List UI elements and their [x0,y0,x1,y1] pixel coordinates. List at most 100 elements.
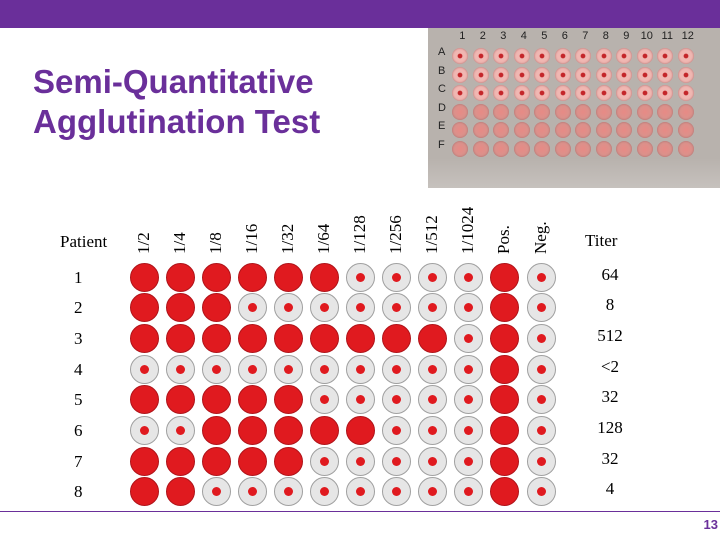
dilution-header-label: 1/64 [314,223,333,254]
plate-column-label: 10 [640,30,653,42]
agglutinated-well [274,263,303,292]
plate-well [575,140,591,157]
plate-well [595,48,612,64]
plate-well [657,103,673,120]
agglutinated-well [310,416,339,445]
plate-well [657,85,673,101]
plate-well [513,48,530,64]
title-line-2: Agglutination Test [33,103,321,140]
agglutinated-well [346,324,375,353]
patient-column-header: Patient [60,232,108,251]
plate-well [616,103,632,120]
agglutinated-well [238,263,267,292]
dilution-header: 1/256 [385,150,407,254]
dilution-header: 1/4 [169,150,191,254]
agglutinated-well [130,293,159,322]
plate-well [513,85,530,101]
plate-column-label: 2 [479,30,486,42]
agglutinated-well [382,324,411,353]
plate-well [616,122,632,138]
plate-well [472,85,489,101]
plate-well [677,140,694,157]
patient-id: 1 [74,268,83,287]
plate-column-label: 3 [500,30,507,42]
titer-value: <2 [600,357,620,376]
patient-id: 6 [74,421,83,440]
title-line-1: Semi-Quantitative [33,63,314,100]
plate-well [595,103,612,120]
button-well [202,477,231,506]
plate-column-label: 7 [582,30,589,42]
agglutinated-well [166,324,195,353]
plate-well [554,122,571,138]
plate-well [534,140,550,157]
agglutinated-well [130,263,159,292]
slide-title: Semi-Quantitative Agglutination Test [33,62,320,142]
dilution-header: Pos. [493,150,515,254]
plate-well [493,103,509,120]
plate-well [595,140,612,157]
button-well [382,477,411,506]
agglutinated-well [490,263,519,292]
plate-well [677,122,694,138]
titer-value: 512 [597,326,623,345]
button-well [238,355,267,384]
plate-well [472,66,489,83]
agglutinated-well [490,385,519,414]
plate-column-label: 6 [561,30,568,42]
plate-well [554,103,571,120]
button-well [130,416,159,445]
dilution-header: 1/8 [205,150,227,254]
agglutinated-well [310,324,339,353]
footer-rule [0,511,720,512]
button-well [418,477,447,506]
dilution-header-label: 1/1024 [458,206,477,254]
agglutinated-well [310,263,339,292]
button-well [166,416,195,445]
plate-well [575,122,591,138]
button-well [346,355,375,384]
button-well [454,293,483,322]
titer-value: 8 [605,295,615,314]
plate-well [636,140,653,157]
titer-value: 4 [605,479,615,498]
button-well [274,355,303,384]
button-well [418,447,447,476]
plate-well [636,66,653,83]
button-well [166,355,195,384]
plate-well [472,140,489,157]
plate-well [534,85,550,101]
button-well [527,447,556,476]
agglutinated-well [238,324,267,353]
titer-value: 32 [601,449,619,468]
agglutinated-well [130,447,159,476]
agglutinated-well [490,355,519,384]
plate-column-label: 5 [541,30,548,42]
agglutinated-well [166,263,195,292]
button-well [382,416,411,445]
dilution-header: 1/1024 [457,150,479,254]
plate-row-label: D [438,101,446,114]
button-well [382,447,411,476]
titer-column-header: Titer [585,231,618,250]
plate-well [534,66,550,83]
plate-well [636,122,653,138]
plate-well [554,66,571,83]
button-well [454,263,483,292]
plate-well [595,122,612,138]
plate-well [452,122,468,138]
plate-well [677,103,694,120]
plate-well [472,122,489,138]
patient-id: 4 [74,360,83,379]
agglutinated-well [202,416,231,445]
plate-wells [452,48,698,159]
dilution-header: 1/128 [349,150,371,254]
patient-id: 7 [74,452,83,471]
agglutinated-well [130,477,159,506]
plate-well [472,48,489,64]
dilution-header: 1/512 [421,150,443,254]
plate-well [636,85,653,101]
plate-well [616,48,632,64]
button-well [310,293,339,322]
button-well [454,447,483,476]
